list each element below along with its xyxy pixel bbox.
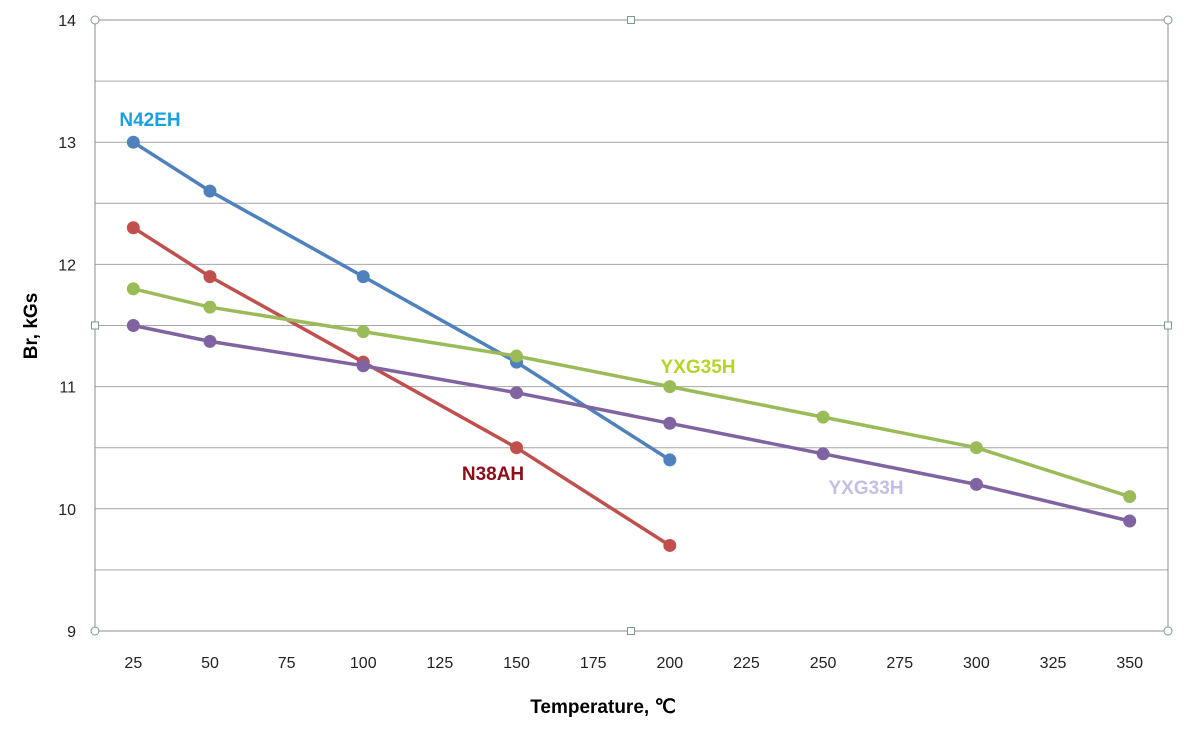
resize-handle-edge[interactable] <box>627 16 635 24</box>
data-point <box>356 359 370 373</box>
y-axis-title: Br, kGs <box>21 293 42 360</box>
y-tick-label: 12 <box>58 257 76 274</box>
x-tick-label: 250 <box>810 655 837 672</box>
series-line <box>132 287 1131 499</box>
y-axis-ticks: 9 10 11 12 13 14 <box>58 13 76 641</box>
data-point <box>203 334 217 348</box>
x-tick-label: 50 <box>201 655 219 672</box>
y-tick-label: 13 <box>58 135 76 152</box>
data-point <box>663 416 677 430</box>
data-point <box>1123 514 1137 528</box>
x-tick-label: 175 <box>580 655 607 672</box>
x-tick-label: 150 <box>503 655 530 672</box>
data-point <box>203 184 217 198</box>
series-label: N38AH <box>462 464 524 485</box>
resize-handle-corner[interactable] <box>1163 626 1173 636</box>
x-axis-ticks: 25 50 75 100 125 150 175 200 225 250 275 300 325 350 <box>124 655 1143 672</box>
y-tick-label: 14 <box>58 13 76 30</box>
data-point <box>663 538 677 552</box>
data-point <box>816 410 830 424</box>
data-point <box>510 386 524 400</box>
data-point <box>663 453 677 467</box>
resize-handle-corner[interactable] <box>90 626 100 636</box>
series-label: N42EH <box>119 110 180 131</box>
series-label: YXG33H <box>829 478 904 499</box>
x-tick-label: 275 <box>886 655 913 672</box>
x-tick-label: 300 <box>963 655 990 672</box>
data-point <box>510 349 524 363</box>
data-point <box>969 441 983 455</box>
gridlines <box>95 19 1168 632</box>
selection-handles[interactable] <box>90 15 1173 636</box>
data-point <box>126 319 140 332</box>
series-labels: N42EH N38AH YXG35H YXG33H <box>119 110 903 499</box>
resize-handle-corner[interactable] <box>90 15 100 25</box>
data-point <box>126 282 140 296</box>
data-point <box>126 221 140 235</box>
series-label: YXG35H <box>661 357 736 378</box>
x-axis-title: Temperature, ℃ <box>530 697 676 718</box>
data-point <box>510 441 524 455</box>
series-line <box>132 323 1131 523</box>
y-tick-label: 9 <box>67 624 76 641</box>
data-point <box>203 300 217 314</box>
resize-handle-edge[interactable] <box>91 321 99 330</box>
x-tick-label: 200 <box>656 655 683 672</box>
resize-handle-corner[interactable] <box>1163 15 1173 25</box>
resize-handle-edge[interactable] <box>627 627 635 635</box>
x-tick-label: 100 <box>350 655 377 672</box>
data-point <box>969 477 983 491</box>
series-points <box>126 135 1137 552</box>
x-tick-label: 25 <box>124 655 142 672</box>
y-tick-label: 10 <box>58 502 76 519</box>
x-tick-label: 75 <box>278 655 296 672</box>
data-point <box>1123 490 1137 504</box>
y-tick-label: 11 <box>59 380 76 397</box>
resize-handle-edge[interactable] <box>1164 321 1172 330</box>
data-point <box>816 447 830 461</box>
data-point <box>663 380 677 394</box>
data-point <box>203 270 217 284</box>
x-tick-label: 225 <box>733 655 760 672</box>
data-point <box>126 135 140 149</box>
x-tick-label: 125 <box>427 655 454 672</box>
x-tick-label: 325 <box>1040 655 1067 672</box>
x-tick-label: 350 <box>1116 655 1143 672</box>
data-point <box>356 325 370 339</box>
data-point <box>356 270 370 284</box>
